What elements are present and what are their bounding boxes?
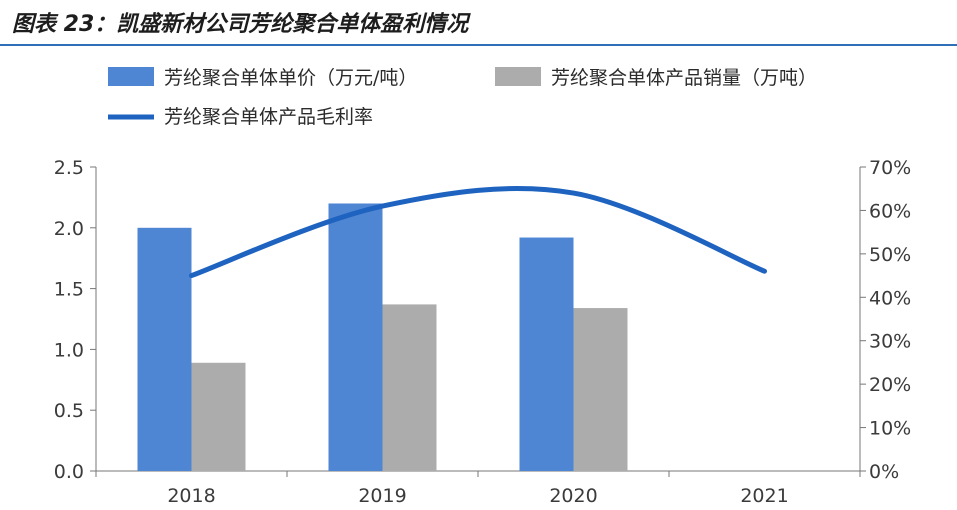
y-left-tick-label: 1.5 <box>54 279 84 301</box>
y-right-tick-label: 40% <box>869 287 911 309</box>
axes: 0.0 0.5 1.0 1.5 2.0 2.5 0% 10% 20% 30% 40% 50% 60% 70… <box>54 157 911 507</box>
figure-title: 图表 23：凯盛新材公司芳纶聚合单体盈利情况 <box>12 12 469 37</box>
bars <box>137 203 628 472</box>
y-right-tick-label: 0% <box>869 461 899 483</box>
y-right-tick-label: 60% <box>869 200 911 222</box>
y-right-tick-label: 50% <box>869 244 911 266</box>
legend-swatch-price <box>108 67 154 86</box>
legend: 芳纶聚合单体单价（万元/吨） 芳纶聚合单体产品销量（万吨） 芳纶聚合单体产品毛利率 <box>108 67 817 128</box>
title-divider <box>0 44 957 46</box>
x-tick-label: 2020 <box>549 485 597 507</box>
bar-volume-2018 <box>191 362 246 471</box>
bar-volume-2020 <box>573 308 628 471</box>
y-left-tick-label: 0.5 <box>54 400 84 422</box>
legend-label-price: 芳纶聚合单体单价（万元/吨） <box>164 67 417 89</box>
legend-label-volume: 芳纶聚合单体产品销量（万吨） <box>551 67 817 89</box>
y-right-tick-label: 70% <box>869 157 911 179</box>
x-tick-label: 2018 <box>167 485 215 507</box>
x-tick-label: 2019 <box>358 485 406 507</box>
x-tick-label: 2021 <box>740 485 788 507</box>
chart: 芳纶聚合单体单价（万元/吨） 芳纶聚合单体产品销量（万吨）芳纶聚合单体产品毛利率 … <box>54 67 911 507</box>
bar-volume-2019 <box>382 304 437 471</box>
y-left-tick-label: 0.0 <box>54 461 84 483</box>
y-right-tick-label: 20% <box>869 374 911 396</box>
y-right-tick-label: 10% <box>869 418 911 440</box>
legend-label-margin: 芳纶聚合单体产品毛利率 <box>164 106 373 128</box>
y-left-tick-label: 1.0 <box>54 339 84 361</box>
margin-line <box>189 185 767 279</box>
y-left-tick-label: 2.5 <box>54 157 84 179</box>
bar-price-2020 <box>519 237 574 471</box>
lines <box>189 185 767 279</box>
y-right-tick-label: 30% <box>869 331 911 353</box>
bar-price-2018 <box>137 227 192 471</box>
bar-price-2019 <box>328 203 383 472</box>
legend-swatch-volume <box>495 67 541 86</box>
title-bar: 图表 23：凯盛新材公司芳纶聚合单体盈利情况 <box>0 0 957 44</box>
y-left-tick-label: 2.0 <box>54 218 84 240</box>
